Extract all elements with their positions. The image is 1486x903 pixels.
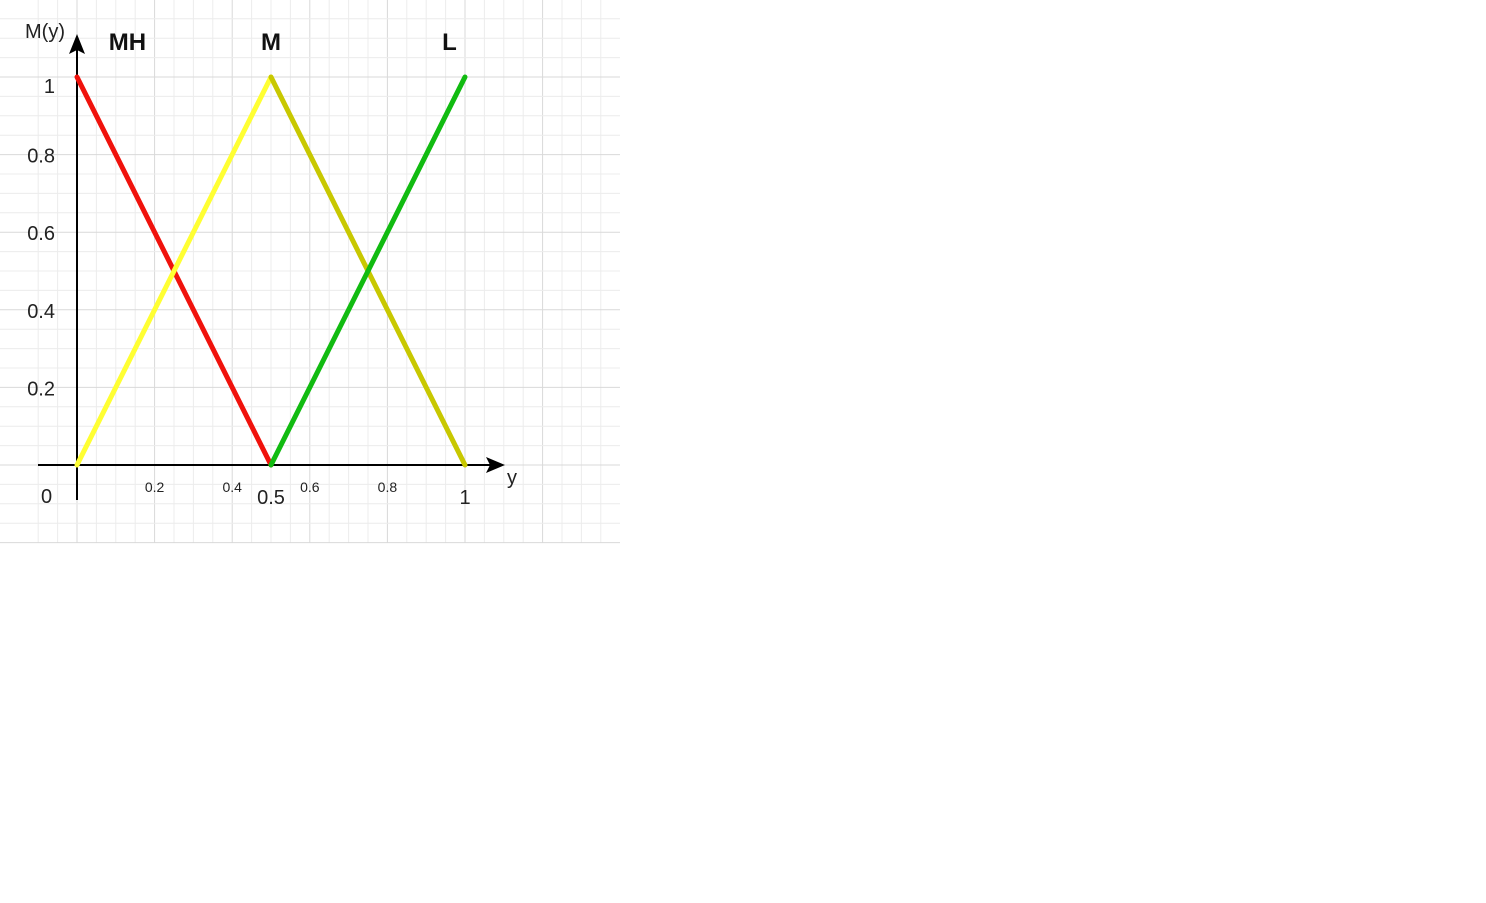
- series-label-mh: MH: [109, 29, 146, 56]
- x-axis-arrow-icon: [486, 457, 505, 473]
- y-tick-label: 0.8: [27, 146, 55, 168]
- axes: [38, 34, 505, 500]
- grid: [0, 0, 620, 544]
- series-label-l: L: [442, 29, 457, 56]
- origin-label: 0: [41, 486, 52, 508]
- x-tick-label: 0.8: [378, 479, 398, 495]
- x-tick-label: 0.6: [300, 479, 320, 495]
- series-line-l: [268, 74, 468, 468]
- tick-labels: 0.2 0.4 0.5 0.6 0.8 1 0.2 0.4 0.6 0.8 1: [27, 76, 470, 509]
- y-axis-arrow-icon: [69, 34, 85, 54]
- series-label-m: M: [261, 29, 281, 56]
- x-tick-label: 0.5: [257, 487, 285, 509]
- series-line-m: [74, 74, 274, 468]
- axis-labels: M(y) y 0: [25, 21, 517, 508]
- y-tick-label: 0.4: [27, 301, 55, 323]
- x-axis-label: y: [507, 467, 517, 489]
- x-tick-label: 1: [459, 487, 470, 509]
- y-tick-label: 1: [44, 76, 55, 98]
- x-tick-label: 0.2: [145, 479, 165, 495]
- membership-function-chart: 0.2 0.4 0.5 0.6 0.8 1 0.2 0.4 0.6 0.8 1 M(y) y 0 M…: [0, 0, 640, 560]
- chart-svg: 0.2 0.4 0.5 0.6 0.8 1 0.2 0.4 0.6 0.8 1 M(y) y 0 M…: [0, 0, 620, 544]
- y-tick-label: 0.2: [27, 378, 55, 400]
- x-tick-label: 0.4: [222, 479, 242, 495]
- series-lines: [74, 74, 468, 468]
- y-axis-label: M(y): [25, 21, 65, 43]
- series-labels: MH M L: [109, 29, 457, 56]
- y-tick-label: 0.6: [27, 223, 55, 245]
